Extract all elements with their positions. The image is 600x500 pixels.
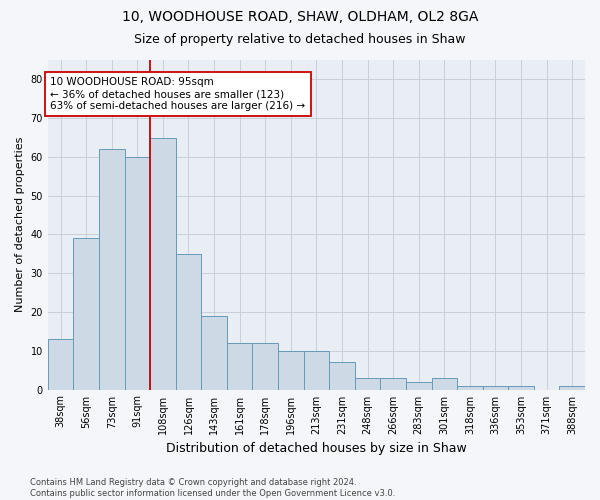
Bar [406,382,431,390]
Bar [125,157,150,390]
X-axis label: Distribution of detached houses by size in Shaw: Distribution of detached houses by size … [166,442,467,455]
Text: Contains HM Land Registry data © Crown copyright and database right 2024.
Contai: Contains HM Land Registry data © Crown c… [30,478,395,498]
Bar [278,351,304,390]
Y-axis label: Number of detached properties: Number of detached properties [15,137,25,312]
Bar [508,386,534,390]
Bar [150,138,176,390]
Bar [304,351,329,390]
Bar [380,378,406,390]
Bar [253,343,278,390]
Bar [99,149,125,390]
Text: Size of property relative to detached houses in Shaw: Size of property relative to detached ho… [134,32,466,46]
Bar [73,238,99,390]
Text: 10, WOODHOUSE ROAD, SHAW, OLDHAM, OL2 8GA: 10, WOODHOUSE ROAD, SHAW, OLDHAM, OL2 8G… [122,10,478,24]
Bar [482,386,508,390]
Bar [355,378,380,390]
Bar [457,386,482,390]
Bar [227,343,253,390]
Bar [201,316,227,390]
Bar [431,378,457,390]
Bar [48,339,73,390]
Bar [329,362,355,390]
Text: 10 WOODHOUSE ROAD: 95sqm
← 36% of detached houses are smaller (123)
63% of semi-: 10 WOODHOUSE ROAD: 95sqm ← 36% of detach… [50,78,305,110]
Bar [176,254,201,390]
Bar [559,386,585,390]
